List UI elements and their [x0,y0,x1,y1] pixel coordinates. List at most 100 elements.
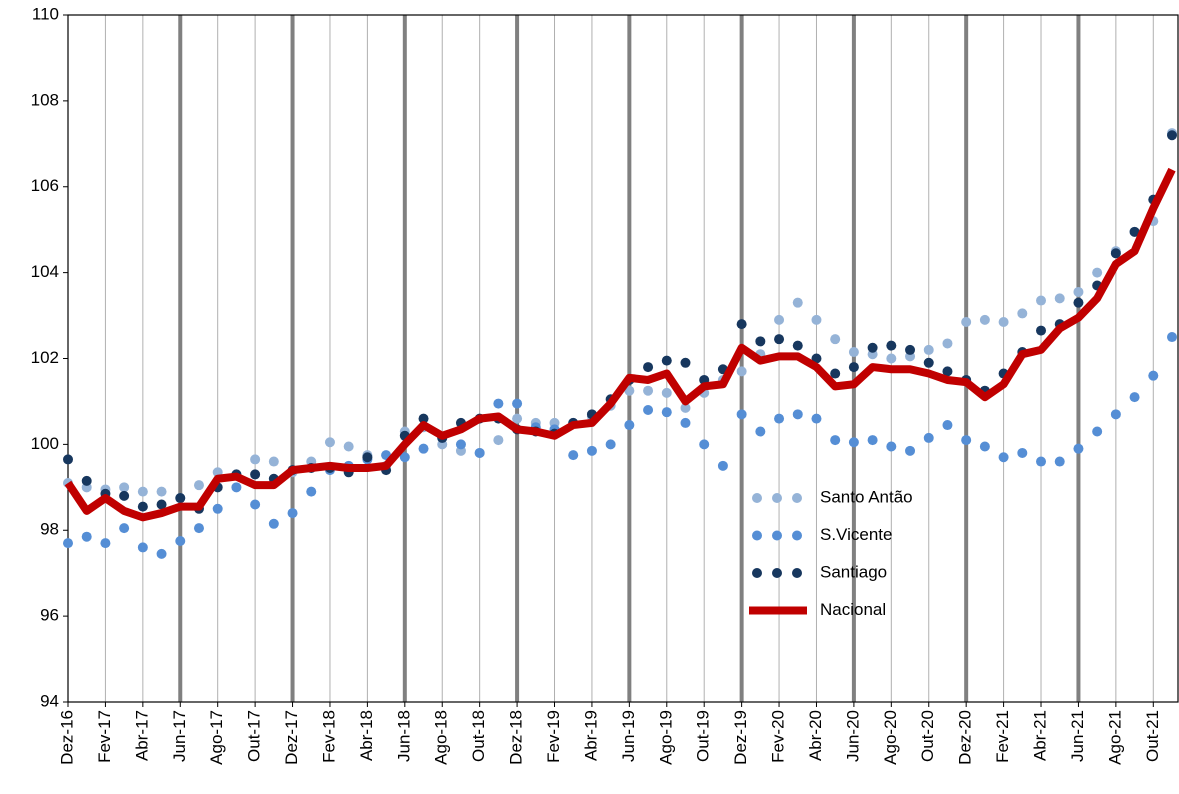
data-dot [137,486,148,497]
data-dot [1167,332,1177,343]
legend-marker [752,530,762,541]
data-dot [418,443,429,454]
plot-frame [67,14,1179,703]
data-dot [830,334,841,345]
x-tick-label: Dez-17 [282,710,301,765]
data-dot [100,538,111,549]
data-dot [942,420,953,431]
data-dot [643,385,654,396]
x-tick-label: Abr-18 [357,710,376,761]
data-dot [1092,426,1103,437]
data-dot [848,437,859,448]
x-tick-label: Ago-20 [881,710,900,765]
data-dot [867,435,878,446]
legend-label: Nacional [820,600,886,619]
data-dot [942,366,953,377]
data-dot [811,314,822,325]
x-tick-label: Ago-17 [207,710,226,765]
data-dot [1036,456,1047,467]
data-dot [399,452,410,463]
legend-marker [772,493,782,503]
x-tick-label: Dez-16 [57,710,76,765]
data-dot [81,475,92,486]
y-tick-label: 96 [40,606,59,625]
x-tick-label: Out-20 [918,710,937,762]
x-tick-label: Fev-21 [993,710,1012,763]
x-tick-label: Ago-19 [656,710,675,765]
x-tick-label: Jun-19 [619,710,638,762]
data-dot [661,407,672,418]
data-dot [512,398,523,409]
data-dot [792,409,803,420]
data-dot [119,523,130,534]
data-dot [586,445,597,456]
data-dot [231,482,242,493]
data-dot [306,486,317,497]
x-tick-label: Out-21 [1143,710,1162,762]
data-dot [156,548,167,559]
data-dot [512,413,523,424]
data-dot [961,317,972,328]
data-dot [568,450,579,461]
y-tick-label: 94 [40,691,59,710]
data-dot [624,385,635,396]
data-dot [175,535,186,546]
data-dot [1092,267,1103,278]
data-dot [792,340,803,351]
data-dot [1073,297,1084,308]
data-dot [886,353,897,364]
data-dot [287,508,298,519]
data-dot [193,523,204,534]
y-tick-label: 108 [31,90,59,109]
data-dot [1129,392,1140,403]
legend-marker [792,530,802,541]
data-dot [1054,293,1065,304]
data-dot [1073,286,1084,297]
data-dot [1110,248,1121,259]
data-dot [63,454,73,465]
data-dot [886,340,897,351]
data-dot [774,334,785,345]
legend-marker [792,493,802,503]
data-dot [156,499,167,510]
x-tick-label: Out-19 [694,710,713,762]
data-dot [736,409,747,420]
x-tick-label: Abr-19 [581,710,600,761]
data-dot [792,297,803,308]
y-tick-label: 110 [32,4,59,23]
data-dot [1017,447,1028,458]
data-dot [268,456,279,467]
data-dot [324,437,335,448]
data-dot [250,454,261,465]
data-dot [1110,409,1121,420]
legend-marker [792,568,802,578]
data-dot [119,482,130,493]
data-dot [1036,295,1047,306]
data-dot [774,413,785,424]
data-dot [643,405,654,416]
data-dot [212,503,223,514]
y-tick-label: 98 [40,520,59,539]
x-tick-label: Jun-21 [1068,710,1087,762]
data-dot [811,353,822,364]
x-tick-label: Ago-21 [1105,710,1124,765]
x-tick-label: Abr-21 [1031,710,1050,761]
x-tick-label: Out-17 [245,710,264,762]
data-dot [643,362,654,373]
data-dot [418,413,429,424]
x-tick-label: Jun-20 [843,710,862,762]
data-dot [661,387,672,398]
data-dot [699,439,710,450]
data-dot [830,368,841,379]
x-tick-label: Jun-17 [170,710,189,762]
data-dot [979,441,990,452]
data-dot [1017,308,1028,319]
data-dot [493,398,504,409]
data-dot [942,338,953,349]
x-tick-label: Out-18 [469,710,488,762]
data-dot [474,447,485,458]
data-dot [1148,370,1159,381]
data-dot [923,432,934,443]
data-dot [848,347,859,358]
y-tick-label: 104 [31,262,59,281]
